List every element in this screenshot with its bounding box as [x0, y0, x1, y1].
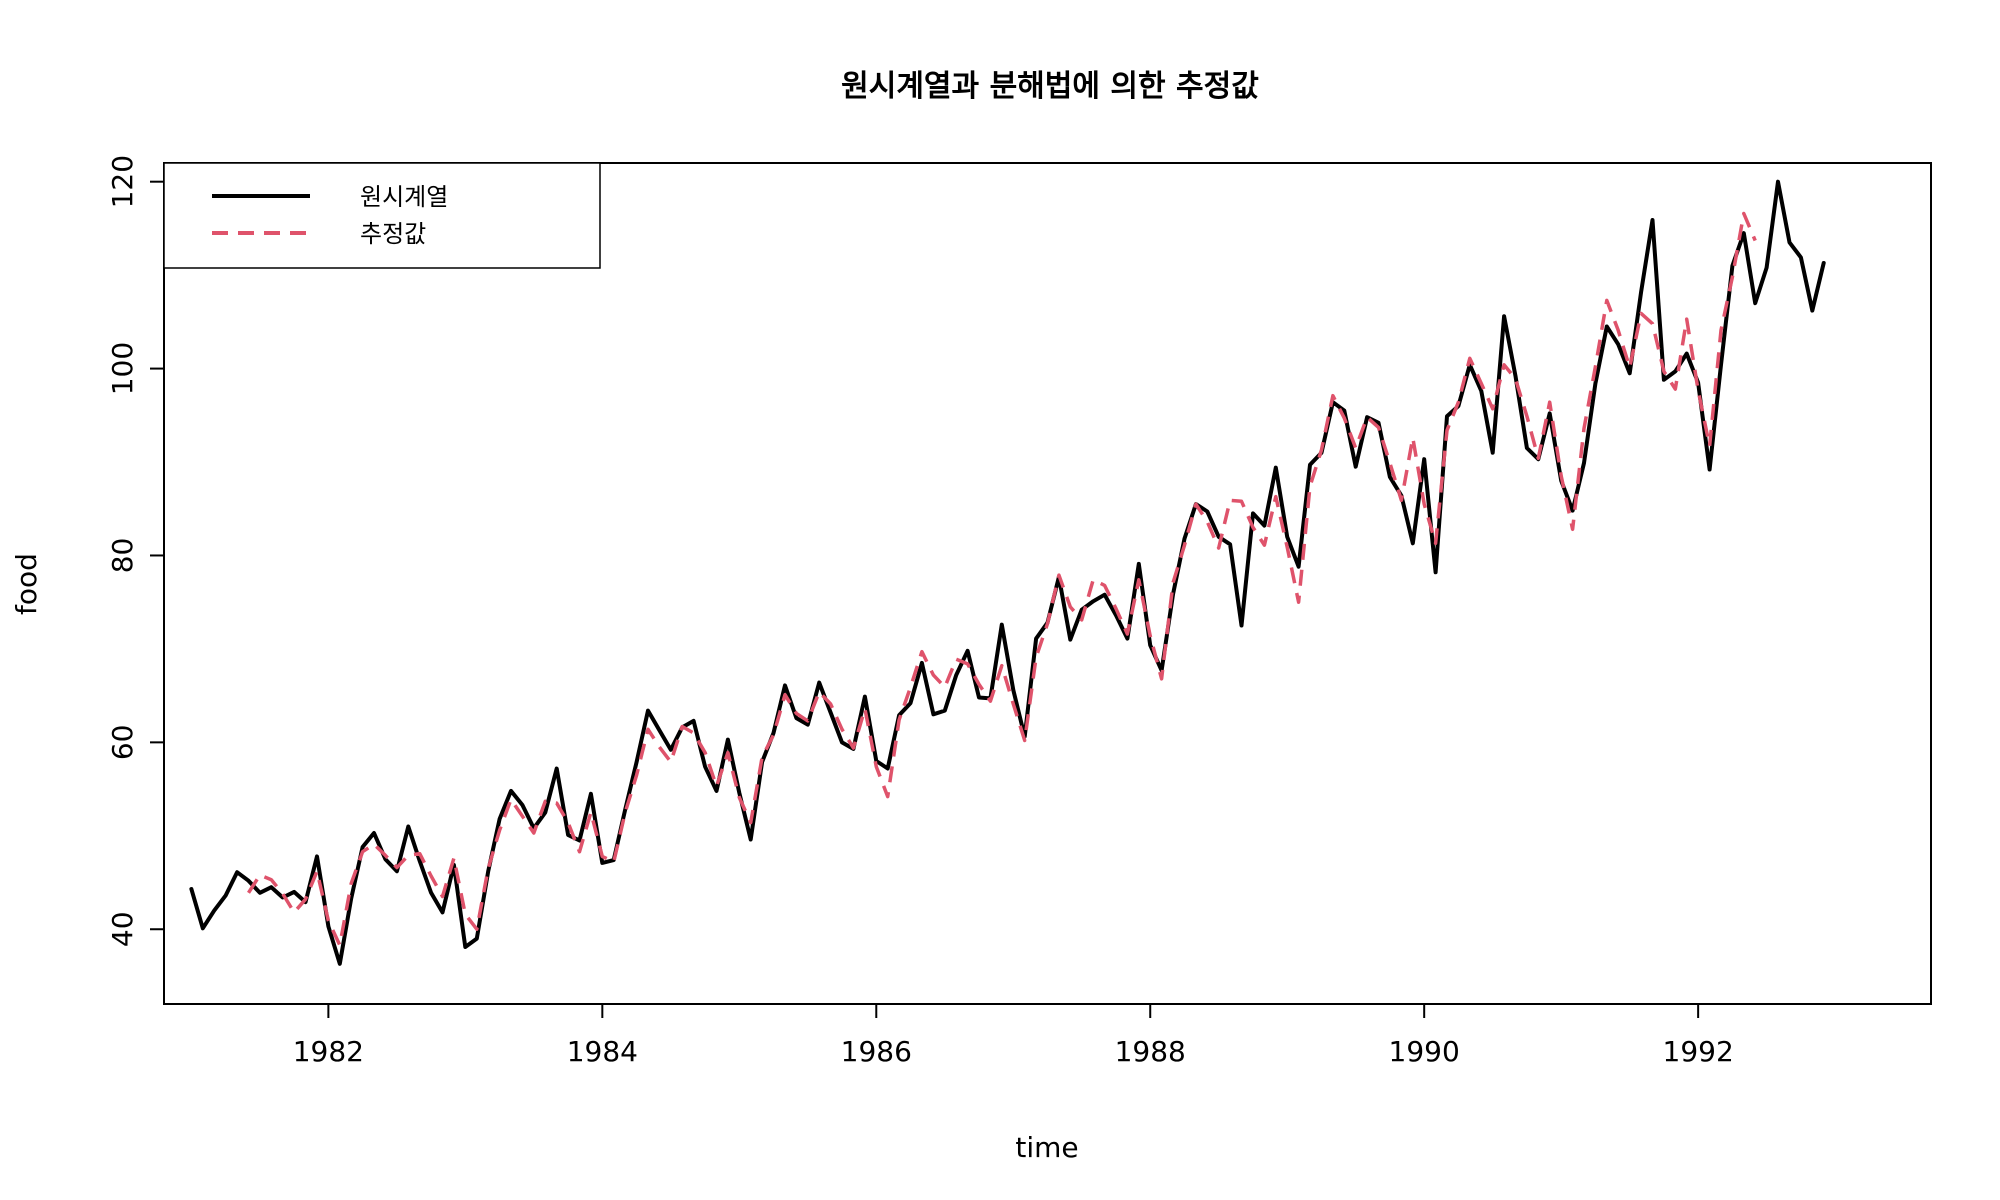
x-axis: 1982 1984 1986 1988 1990 1992 — [293, 1004, 1734, 1068]
plot-area — [163, 162, 1932, 1005]
legend-label-fitted: 추정값 — [360, 220, 426, 248]
x-tick-label-1990: 1990 — [1389, 1035, 1460, 1068]
y-tick-label-40: 40 — [106, 911, 139, 947]
y-tick-label-120: 120 — [106, 155, 139, 208]
y-tick-label-100: 100 — [106, 342, 139, 395]
series-layer — [189, 179, 1826, 966]
x-tick-label-1984: 1984 — [567, 1035, 638, 1068]
series-line-observed — [189, 179, 1826, 966]
chart-title: 원시계열과 분해법에 의한 추정값 — [841, 69, 1259, 104]
legend-box — [163, 162, 601, 269]
x-tick-label-1982: 1982 — [293, 1035, 364, 1068]
y-axis-label: food — [10, 553, 43, 615]
x-tick-label-1986: 1986 — [841, 1035, 912, 1068]
x-tick-label-1988: 1988 — [1115, 1035, 1186, 1068]
y-tick-label-60: 60 — [106, 725, 139, 761]
series-line-fitted — [247, 211, 1757, 947]
legend-label-observed: 원시계열 — [360, 183, 448, 211]
legend: 원시계열 추정값 — [163, 162, 601, 269]
y-axis: 40 60 80 100 120 — [106, 155, 164, 947]
y-tick-label-80: 80 — [106, 538, 139, 574]
x-axis-label: time — [1015, 1131, 1078, 1164]
plot-frame — [163, 162, 1932, 1005]
x-tick-label-1992: 1992 — [1663, 1035, 1734, 1068]
